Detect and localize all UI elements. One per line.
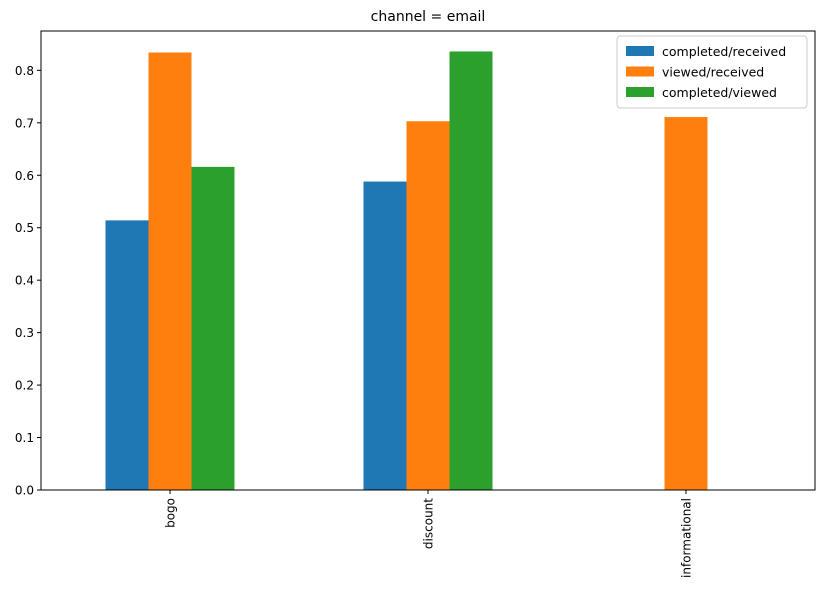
legend-label: completed/viewed <box>662 85 777 100</box>
legend: completed/received viewed/received complet… <box>616 35 808 109</box>
legend-swatch <box>626 66 654 77</box>
y-tick-label: 0.0 <box>15 484 34 498</box>
x-tick-label: bogo <box>164 498 178 528</box>
x-tick-label: informational <box>680 498 694 578</box>
legend-label: viewed/received <box>662 65 764 80</box>
y-tick-label: 0.5 <box>15 221 34 235</box>
bar-bogo-viewed-received <box>148 52 192 490</box>
y-tick-label: 0.7 <box>15 116 34 130</box>
y-tick-label: 0.2 <box>15 379 34 393</box>
legend-box <box>616 35 808 109</box>
legend-swatch <box>626 46 654 56</box>
bar-discount-completed-received <box>363 181 407 491</box>
y-tick-label: 0.1 <box>15 431 34 445</box>
y-tick-label: 0.6 <box>15 169 34 183</box>
bar-bogo-completed-viewed <box>191 166 235 491</box>
bar-discount-completed-viewed <box>449 51 493 491</box>
x-tick-label: discount <box>422 498 436 549</box>
legend-label: completed/received <box>662 44 786 59</box>
bar-bogo-completed-received <box>105 220 149 490</box>
y-tick-label: 0.3 <box>15 326 34 340</box>
axes-layer: bogo discount informational 0.0 0.1 0.2 0.3 0.4… <box>15 30 816 578</box>
plot-frame <box>40 30 816 491</box>
y-tick-label: 0.4 <box>15 274 34 288</box>
bars-layer <box>105 51 708 491</box>
bar-informational-viewed-received <box>664 117 708 490</box>
legend-swatch <box>626 87 654 97</box>
bar-discount-viewed-received <box>406 121 450 490</box>
chart-title: channel = email <box>371 9 486 25</box>
y-tick-label: 0.8 <box>15 64 34 78</box>
